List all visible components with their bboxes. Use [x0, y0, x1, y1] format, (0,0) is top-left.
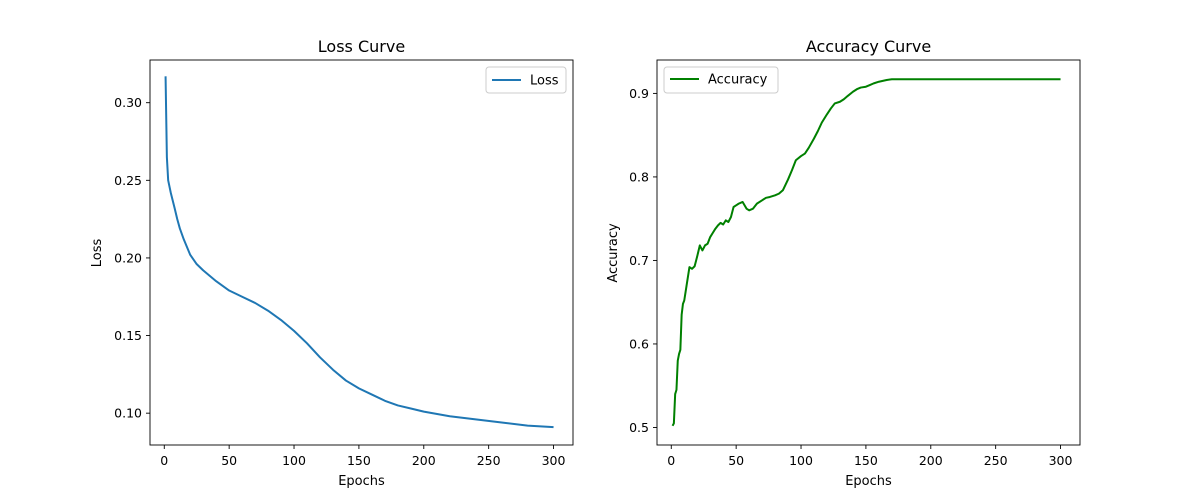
- y-axis-label: Accuracy: [606, 223, 621, 283]
- legend: Loss: [485, 66, 567, 94]
- x-axis: 0 50 100 150 200 250 300: [667, 445, 1073, 468]
- y-tick-label: 0.9: [629, 86, 649, 101]
- x-axis: 0 50 100 150 200 250 300: [160, 445, 566, 468]
- series-line-0: [671, 78, 1061, 427]
- y-tick-label: 0.25: [114, 173, 142, 188]
- legend: Accuracy: [663, 66, 779, 94]
- x-tick-label: 200: [919, 453, 943, 468]
- legend-box: [485, 66, 567, 94]
- accuracy-chart: Accuracy Curve 0 50 100 150 200 250 300 0.5 0.6…: [606, 37, 1081, 489]
- x-axis-label: Epochs: [845, 474, 892, 489]
- loss-chart: Loss Curve 0 50 100 150 200 250 300 0.100.150.…: [90, 37, 574, 489]
- y-axis-label: Loss: [90, 239, 105, 268]
- y-tick-label: 0.8: [629, 169, 649, 184]
- chart-title: Accuracy Curve: [806, 37, 931, 56]
- plot-frame: [656, 59, 1081, 446]
- legend-label: Loss: [530, 74, 559, 89]
- legend-label: Accuracy: [708, 73, 768, 88]
- y-tick-label: 0.6: [629, 336, 649, 351]
- x-tick-label: 150: [347, 453, 371, 468]
- plot-area: [657, 60, 1080, 445]
- x-tick-label: 100: [282, 453, 306, 468]
- y-axis: 0.10 0.15 0.20 0.25 0.30: [114, 95, 150, 421]
- x-tick-label: 0: [667, 453, 675, 468]
- y-tick-label: 0.15: [114, 328, 142, 343]
- plot-area: [150, 60, 573, 445]
- plot-frame: [149, 59, 574, 446]
- x-tick-label: 300: [1049, 453, 1073, 468]
- x-tick-label: 50: [221, 453, 237, 468]
- x-tick-label: 100: [789, 453, 813, 468]
- x-tick-label: 300: [542, 453, 566, 468]
- y-tick-label: 0.20: [114, 250, 142, 265]
- y-tick-label: 0.5: [629, 420, 649, 435]
- series-line-0: [164, 76, 554, 429]
- legend-box: [663, 66, 779, 94]
- chart-title: Loss Curve: [318, 37, 405, 56]
- plot-marks: [671, 78, 1061, 427]
- plot-marks: [164, 76, 554, 429]
- y-tick-label: 0.7: [629, 253, 649, 268]
- x-tick-label: 50: [728, 453, 744, 468]
- y-tick-label: 0.30: [114, 95, 142, 110]
- x-tick-label: 0: [160, 453, 168, 468]
- x-axis-label: Epochs: [338, 474, 385, 489]
- x-tick-label: 200: [412, 453, 436, 468]
- y-tick-label: 0.10: [114, 406, 142, 421]
- x-tick-label: 250: [477, 453, 501, 468]
- y-axis: 0.5 0.6 0.7 0.8 0.9: [629, 86, 657, 435]
- x-tick-label: 250: [984, 453, 1008, 468]
- x-tick-label: 150: [854, 453, 878, 468]
